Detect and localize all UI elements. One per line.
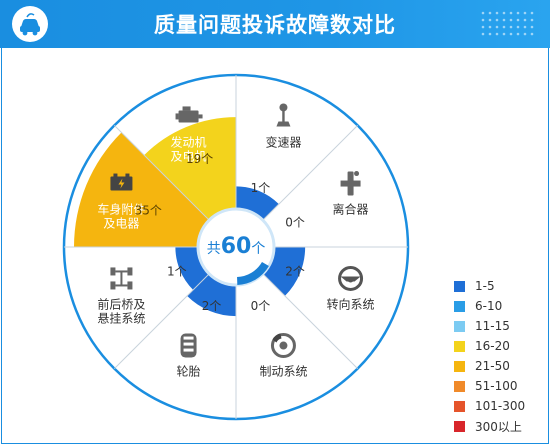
decorative-dots-icon bbox=[481, 11, 534, 36]
legend-label: 21-50 bbox=[475, 359, 510, 373]
center-total: 共60个 bbox=[188, 234, 284, 259]
value-sector bbox=[144, 117, 236, 221]
category-label: 轮胎 bbox=[177, 365, 201, 379]
value-label: 0个 bbox=[251, 299, 271, 313]
category-label: 悬挂系统 bbox=[97, 311, 145, 325]
header-bar: 质量问题投诉故障数对比 bbox=[0, 0, 550, 48]
legend-item: 21-50 bbox=[454, 356, 525, 376]
category-label: 及电机 bbox=[171, 149, 207, 163]
page-title: 质量问题投诉故障数对比 bbox=[154, 13, 396, 37]
value-label: 1个 bbox=[167, 264, 187, 278]
axle-icon bbox=[110, 267, 133, 290]
total-suffix: 个 bbox=[251, 241, 266, 257]
engine-icon bbox=[175, 106, 203, 123]
value-label: 0个 bbox=[285, 216, 305, 230]
gear-shift-icon bbox=[276, 103, 291, 127]
legend-item: 1-5 bbox=[454, 276, 525, 296]
value-sector bbox=[74, 132, 210, 247]
value-label: 35个 bbox=[135, 204, 162, 218]
legend-label: 6-10 bbox=[475, 299, 503, 313]
total-prefix: 共 bbox=[206, 241, 221, 257]
legend-item: 11-15 bbox=[454, 316, 525, 336]
category-label: 前后桥及 bbox=[97, 296, 145, 311]
legend-label: 16-20 bbox=[475, 339, 510, 353]
legend-label: 300以上 bbox=[475, 419, 522, 434]
value-label: 1个 bbox=[251, 181, 271, 195]
legend-swatch bbox=[454, 380, 465, 392]
center-ring bbox=[196, 207, 276, 287]
sector-divider bbox=[114, 125, 210, 221]
battery-icon bbox=[110, 173, 133, 191]
total-value: 60 bbox=[220, 234, 252, 259]
legend-item: 6-10 bbox=[454, 296, 525, 316]
category-label: 变速器 bbox=[265, 134, 301, 149]
category-label: 制动系统 bbox=[259, 365, 307, 379]
sector-divider bbox=[262, 273, 358, 369]
value-label: 2个 bbox=[285, 264, 305, 278]
brake-disc-icon bbox=[270, 333, 296, 359]
category-label: 车身附件 bbox=[97, 202, 145, 217]
legend-item: 300以上 bbox=[454, 416, 525, 436]
category-label: 转向系统 bbox=[327, 296, 375, 311]
legend-swatch bbox=[454, 420, 465, 432]
legend-swatch bbox=[454, 320, 465, 332]
tire-icon bbox=[180, 333, 197, 358]
legend: 1-5 6-10 11-15 16-20 21-50 51-100 101-300 300以上 bbox=[454, 276, 525, 436]
value-sector bbox=[236, 186, 279, 221]
legend-swatch bbox=[454, 360, 465, 372]
category-label: 发动机 bbox=[171, 134, 207, 149]
legend-label: 1-5 bbox=[475, 279, 495, 293]
legend-label: 51-100 bbox=[475, 379, 518, 393]
chart-frame bbox=[1, 48, 549, 444]
legend-item: 51-100 bbox=[454, 376, 525, 396]
sector-divider bbox=[262, 125, 358, 221]
legend-swatch bbox=[454, 300, 465, 312]
center-accent-arc bbox=[237, 262, 269, 285]
car-logo-icon bbox=[12, 6, 48, 42]
category-label: 离合器 bbox=[333, 202, 369, 217]
legend-label: 11-15 bbox=[475, 319, 510, 333]
legend-swatch bbox=[454, 400, 465, 412]
sector-divider bbox=[114, 273, 210, 369]
steering-wheel-icon bbox=[338, 265, 364, 291]
legend-swatch bbox=[454, 340, 465, 352]
value-sector bbox=[175, 247, 210, 290]
value-label: 2个 bbox=[202, 299, 222, 313]
legend-item: 16-20 bbox=[454, 336, 525, 356]
clutch-icon bbox=[340, 171, 361, 196]
legend-swatch bbox=[454, 280, 465, 292]
value-label: 19个 bbox=[186, 152, 213, 166]
legend-item: 101-300 bbox=[454, 396, 525, 416]
legend-label: 101-300 bbox=[475, 399, 526, 413]
category-label: 及电器 bbox=[103, 217, 139, 231]
